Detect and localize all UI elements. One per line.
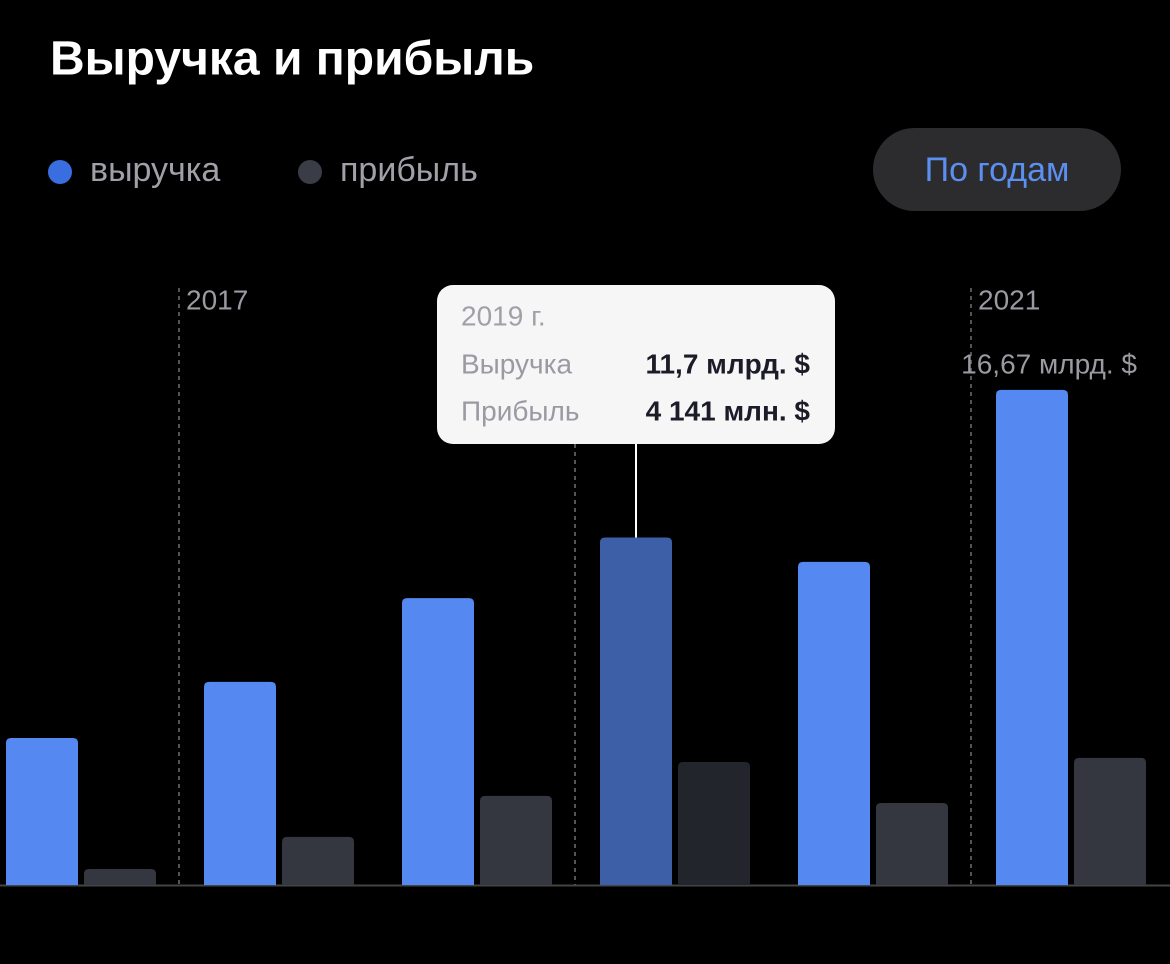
bar (678, 762, 750, 885)
legend-label: выручка (90, 151, 220, 189)
bar (402, 598, 474, 885)
bar (798, 561, 870, 885)
bar (996, 389, 1068, 885)
period-button[interactable] (873, 128, 1121, 211)
tooltip (437, 285, 835, 444)
legend-swatch (48, 160, 72, 184)
bar (84, 868, 156, 885)
bar (1074, 757, 1146, 885)
bar (204, 681, 276, 885)
tooltip-label: Прибыль (461, 395, 579, 426)
bar (480, 795, 552, 885)
bar (600, 537, 672, 885)
x-tick-label: 2021 (978, 284, 1040, 315)
bar (282, 836, 354, 885)
tooltip-title: 2019 г. (461, 300, 546, 331)
tooltip-label: Выручка (461, 348, 573, 379)
tooltip-value: 11,7 млрд. $ (645, 348, 810, 379)
legend-label: прибыль (340, 151, 478, 189)
chart-title: Выручка и прибыль (50, 33, 534, 86)
x-tick-label: 2017 (186, 284, 248, 315)
period-button-label[interactable]: По годам (925, 151, 1070, 189)
bar (876, 803, 948, 885)
tooltip-value: 4 141 млн. $ (646, 395, 811, 426)
value-label: 16,67 млрд. $ (961, 348, 1137, 379)
legend-swatch (298, 160, 322, 184)
bar (6, 737, 78, 885)
